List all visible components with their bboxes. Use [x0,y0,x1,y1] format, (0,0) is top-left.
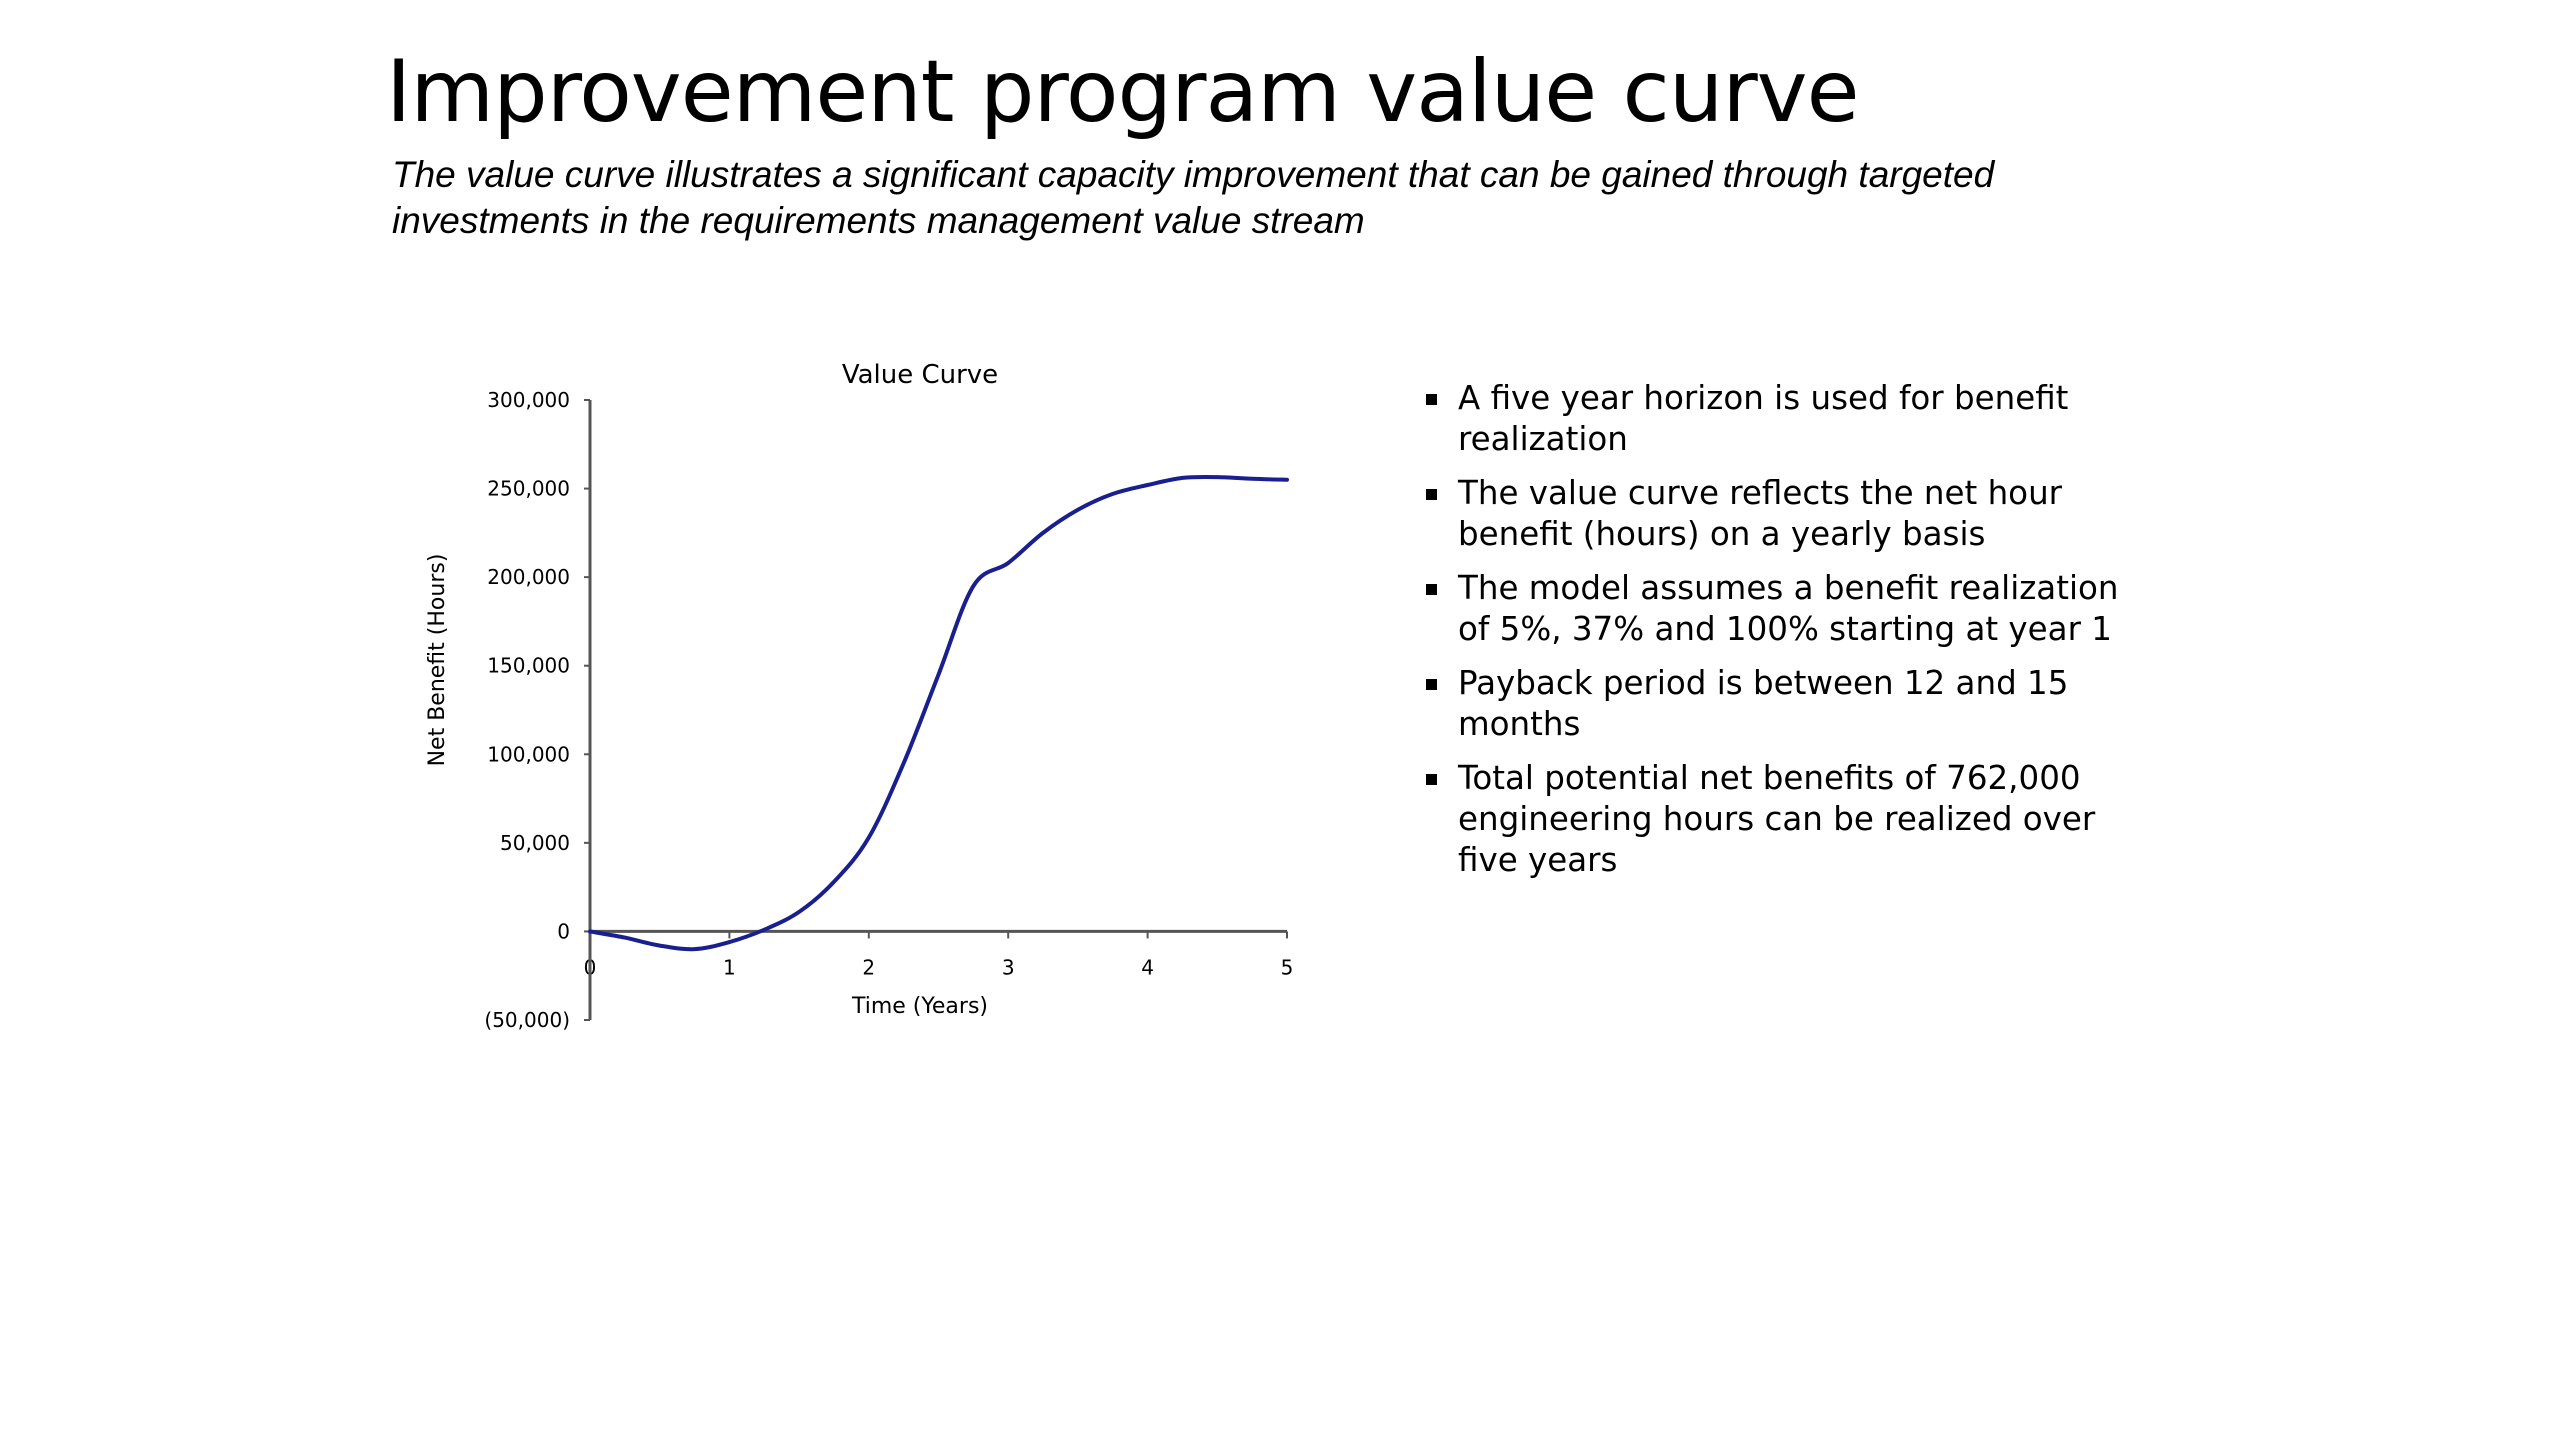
chart-title: Value Curve [842,360,998,390]
series-line-net-benefit [588,474,1289,952]
x-axis-ticks: 012345 [584,931,1294,979]
x-tick-label: 2 [862,955,875,979]
bullet-square-icon [1426,489,1437,500]
y-tick-label: 200,000 [487,565,570,589]
bullet-item: A five year horizon is used for benefit … [1420,378,2140,460]
x-tick-label: 3 [1002,955,1015,979]
y-axis-ticks: 300,000 250,000 200,000 150,000 100,000 50,00… [484,388,590,1032]
bullet-square-icon [1426,774,1437,785]
bullet-item: The value curve reflects the net hour be… [1420,473,2140,555]
y-tick-label: 300,000 [487,388,570,412]
x-tick-label: 1 [723,955,736,979]
chart-y-axis-label: Net Benefit (Hours) [425,554,450,767]
y-tick-label: 150,000 [487,654,570,678]
slide-subtitle: The value curve illustrates a significan… [392,154,1995,241]
bullet-text: A five year horizon is used for benefit … [1458,379,2069,458]
y-tick-label: 0 [557,919,570,943]
slide-title: Improvement program value curve [386,42,1860,142]
bullet-square-icon [1426,584,1437,595]
bullet-item: Total potential net benefits of 762,000 … [1420,758,2140,881]
bullet-item: Payback period is between 12 and 15 mont… [1420,663,2140,745]
bullet-text: The model assumes a benefit realization … [1458,569,2119,648]
y-tick-label: 100,000 [487,742,570,766]
x-tick-label: 5 [1281,955,1294,979]
bullet-text: Payback period is between 12 and 15 mont… [1458,664,2069,743]
bullet-text: Total potential net benefits of 762,000 … [1458,759,2096,879]
y-tick-label: 250,000 [487,477,570,501]
bullet-text: The value curve reflects the net hour be… [1458,474,2063,553]
bullet-square-icon [1426,679,1437,690]
y-tick-label: 50,000 [500,831,570,855]
bullet-item: The model assumes a benefit realization … [1420,568,2140,650]
bullet-list: A five year horizon is used for benefit … [1420,378,2140,894]
y-tick-label: (50,000) [484,1008,570,1032]
x-tick-label: 4 [1141,955,1154,979]
chart-x-axis-label: Time (Years) [851,994,988,1019]
bullet-square-icon [1426,394,1437,405]
